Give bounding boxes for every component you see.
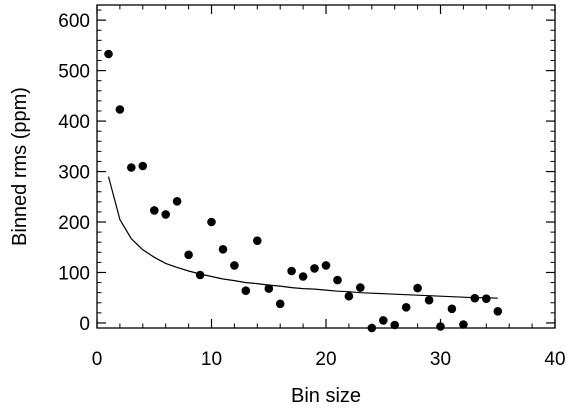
y-tick-label: 0 [79,314,90,335]
data-points-layer [104,49,503,333]
data-point [356,283,365,292]
data-point [127,163,136,172]
data-point [287,266,296,276]
data-point [184,250,193,260]
data-point [241,286,251,296]
data-point [252,236,262,245]
data-point [172,197,182,206]
data-point [333,275,342,285]
data-point [482,294,491,304]
data-point [195,270,205,280]
y-tick-label: 200 [58,213,90,234]
data-point [298,272,308,281]
data-point [321,261,331,270]
tick-marks [96,5,556,328]
y-tick-label: 300 [58,163,90,184]
data-point [264,284,274,293]
y-tick-label: 500 [58,62,90,83]
data-point [424,295,434,305]
x-tick-label: 40 [544,349,565,370]
x-tick-label: 30 [430,349,451,370]
fit-curve [107,176,498,299]
x-tick-label: 10 [201,349,222,370]
data-point [493,307,503,316]
data-point [207,217,216,227]
data-point [310,264,319,273]
data-point [447,304,457,314]
plot-frame [96,4,556,329]
data-point [115,105,125,114]
data-point [161,210,170,219]
data-point [379,316,388,325]
data-point [390,320,400,330]
y-tick-label: 600 [58,11,90,32]
x-tick-label: 20 [315,349,336,370]
y-tick-label: 400 [58,112,90,133]
data-point [470,293,480,303]
data-point [344,291,354,301]
x-axis-label: Bin size [291,385,361,407]
data-point [401,303,411,312]
data-point [413,283,422,293]
data-point [436,322,445,331]
y-tick-label: 100 [58,263,90,284]
data-point [459,320,468,329]
data-point [275,299,285,309]
x-tick-label: 0 [92,349,103,370]
y-axis-label: Binned rms (ppm) [9,87,31,246]
data-point [150,206,159,215]
data-point [218,245,228,254]
data-point [138,161,148,171]
data-point [230,261,239,270]
fit-curve-layer [107,176,498,299]
data-point [104,49,113,59]
